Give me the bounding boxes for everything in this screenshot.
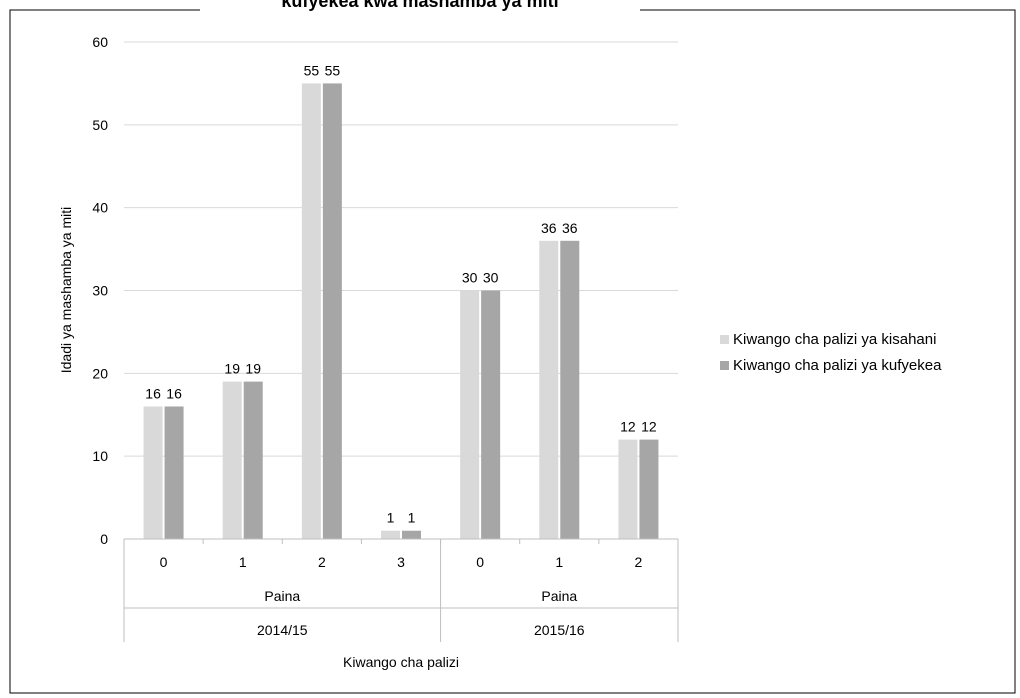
legend-swatch-icon [720,334,729,344]
y-tick-labels: 0 10 20 30 40 50 60 [92,34,108,547]
chart-title: kufyekea kwa mashamba ya miti [281,0,558,11]
data-label: 55 [304,62,320,78]
x-tick-label: 0 [160,554,168,570]
group-label-level3: 2014/15 [257,622,308,638]
data-label: 16 [166,385,182,401]
bar [460,290,480,539]
x-tick-label: 2 [635,554,643,570]
data-label: 16 [145,385,161,401]
bar [164,406,184,539]
y-tick-label: 0 [100,531,108,547]
y-tick-label: 50 [92,117,108,133]
y-tick-label: 30 [92,283,108,299]
bars [143,83,659,540]
data-label: 1 [408,510,416,526]
data-label: 12 [620,419,636,435]
x-tick-label: 1 [555,554,563,570]
bar [381,530,400,539]
data-label: 1 [387,510,395,526]
bar [243,381,263,539]
bar [301,83,321,540]
bar [222,381,242,539]
bar [481,290,501,539]
gridlines [124,41,678,457]
legend-item-kisahani: Kiwango cha palizi ya kisahani [720,326,941,352]
chart-frame [9,9,1016,694]
legend-label: Kiwango cha palizi ya kufyekea [733,356,942,374]
bar [539,240,559,540]
data-label: 30 [483,270,499,286]
group-label-level3: 2015/16 [534,622,585,638]
bar [560,240,580,540]
bar [322,83,342,540]
x-tick-label: 1 [239,554,247,570]
legend-swatch-icon [720,360,729,370]
x-axis: 0 1 2 3 0 1 2 Paina 2014/15 Paina 2015/16 [123,538,679,642]
x-tick-label: 0 [476,554,484,570]
y-tick-label: 60 [92,34,108,50]
bar [639,439,659,539]
title-mask [200,0,640,11]
x-axis-title: Kiwango cha palizi [343,654,459,670]
data-label: 36 [562,220,578,236]
group-label-level2: Paina [541,588,577,604]
data-labels: 16 16 19 19 55 55 1 1 30 30 36 36 12 12 [145,62,657,525]
group-label-level2: Paina [264,588,300,604]
x-tick-label: 3 [397,554,405,570]
y-tick-label: 40 [92,200,108,216]
data-label: 19 [224,361,240,377]
data-label: 36 [541,220,557,236]
y-tick-label: 20 [92,365,108,381]
bar [402,530,421,539]
data-label: 12 [641,419,657,435]
data-label: 19 [245,361,261,377]
x-tick-label: 2 [318,554,326,570]
data-label: 55 [325,62,341,78]
legend-item-kufyekea: Kiwango cha palizi ya kufyekea [720,352,941,378]
y-tick-label: 10 [92,448,108,464]
legend: Kiwango cha palizi ya kisahani Kiwango c… [720,326,941,378]
bar [143,406,163,539]
data-label: 30 [462,270,478,286]
y-axis-title: Idadi ya mashamba ya miti [58,207,74,374]
bar [618,439,638,539]
legend-label: Kiwango cha palizi ya kisahani [733,330,937,348]
